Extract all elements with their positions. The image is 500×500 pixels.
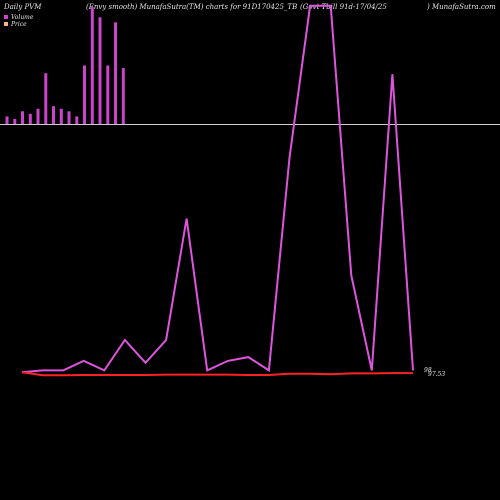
volume-bar [36, 108, 40, 125]
legend-price-swatch [4, 22, 8, 26]
end-value-label-upper: 98 [424, 367, 432, 374]
legend-price-label: Price [10, 21, 27, 28]
volume-bar [67, 111, 71, 124]
chart-title-instrument: (Govt Tbill 91d-17/04/25 [300, 3, 387, 11]
volume-bar [121, 68, 125, 124]
volume-bar [28, 113, 32, 124]
legend-volume-label: Volume [11, 14, 34, 21]
volume-bar [106, 65, 110, 124]
volume-bar [59, 108, 63, 125]
end-value-label-lower: 97.53 [428, 371, 445, 378]
volume-bar [114, 22, 117, 124]
volume-bar [52, 106, 55, 124]
volume-bar [75, 116, 79, 124]
volume-bars [5, 7, 125, 125]
volume-bar [44, 73, 48, 124]
legend-volume-swatch [4, 15, 8, 19]
price-line [21, 371, 413, 377]
chart-title-main: (Envy smooth) MunafaSutra(TM) charts for… [86, 3, 297, 11]
volume-bar [90, 7, 94, 125]
chart-title-site: ) MunafaSutra.com [426, 3, 496, 11]
chart-title-left: Daily PVM [3, 3, 42, 11]
volume-bar [83, 65, 86, 124]
volume-bar [98, 17, 102, 125]
volume-bar [13, 118, 17, 124]
volume-bar [21, 111, 24, 124]
envelope-line [21, 4, 414, 374]
volume-bar [5, 116, 9, 124]
